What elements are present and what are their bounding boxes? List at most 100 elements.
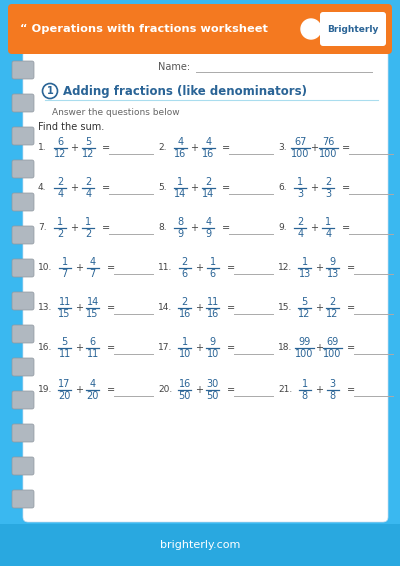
Text: “ Operations with fractions worksheet: “ Operations with fractions worksheet <box>20 24 268 34</box>
Text: 11: 11 <box>58 349 71 359</box>
Text: 12: 12 <box>298 309 311 319</box>
Text: =: = <box>342 183 350 193</box>
Text: =: = <box>346 263 355 273</box>
Text: 2: 2 <box>85 229 92 239</box>
Text: 1: 1 <box>62 257 68 267</box>
Text: 12: 12 <box>82 149 94 159</box>
Text: 5: 5 <box>62 337 68 347</box>
Text: +: + <box>74 303 82 313</box>
FancyBboxPatch shape <box>0 524 400 566</box>
Text: 2.: 2. <box>158 144 166 152</box>
Text: 12.: 12. <box>278 264 292 272</box>
Text: 4: 4 <box>325 229 332 239</box>
Text: 8: 8 <box>302 391 308 401</box>
Text: 14: 14 <box>86 297 99 307</box>
Text: 1: 1 <box>297 177 304 187</box>
Text: 20: 20 <box>58 391 71 401</box>
Text: Brighterly: Brighterly <box>327 24 379 33</box>
Text: 3.: 3. <box>278 144 287 152</box>
FancyBboxPatch shape <box>12 457 34 475</box>
Text: 4: 4 <box>85 189 92 199</box>
Text: =: = <box>102 143 110 153</box>
Text: +: + <box>70 143 78 153</box>
Text: 2: 2 <box>205 177 212 187</box>
Text: 50: 50 <box>178 391 191 401</box>
Text: 6: 6 <box>182 269 188 279</box>
Text: 12: 12 <box>326 309 339 319</box>
FancyBboxPatch shape <box>12 259 34 277</box>
Text: 2: 2 <box>297 217 304 227</box>
Text: 1.: 1. <box>38 144 47 152</box>
Text: Answer the questions below: Answer the questions below <box>52 108 180 117</box>
Text: 10: 10 <box>178 349 191 359</box>
FancyBboxPatch shape <box>320 12 386 46</box>
Text: 21.: 21. <box>278 385 292 395</box>
Text: +: + <box>194 303 202 313</box>
Text: 50: 50 <box>206 391 219 401</box>
Text: 15.: 15. <box>278 303 292 312</box>
Text: 19.: 19. <box>38 385 52 395</box>
Text: =: = <box>106 385 115 395</box>
FancyBboxPatch shape <box>12 127 34 145</box>
Text: +: + <box>190 183 198 193</box>
Text: 9: 9 <box>330 257 336 267</box>
Text: 12: 12 <box>54 149 66 159</box>
Text: +: + <box>315 263 323 273</box>
Text: 17.: 17. <box>158 344 172 353</box>
Text: 16: 16 <box>202 149 214 159</box>
Text: 7: 7 <box>62 269 68 279</box>
Text: =: = <box>226 263 235 273</box>
Text: 13: 13 <box>298 269 311 279</box>
Text: 15: 15 <box>58 309 71 319</box>
Text: 4: 4 <box>205 137 212 147</box>
Text: +: + <box>70 223 78 233</box>
Text: +: + <box>190 223 198 233</box>
Text: 30: 30 <box>206 379 219 389</box>
Text: +: + <box>194 263 202 273</box>
Text: 99: 99 <box>298 337 311 347</box>
Text: +: + <box>194 385 202 395</box>
Text: 100: 100 <box>291 149 310 159</box>
Text: +: + <box>74 385 82 395</box>
Text: 7.: 7. <box>38 224 47 233</box>
Text: 14: 14 <box>202 189 214 199</box>
Text: 16: 16 <box>174 149 186 159</box>
Text: 6: 6 <box>57 137 64 147</box>
Text: =: = <box>222 223 230 233</box>
Text: 100: 100 <box>324 349 342 359</box>
Text: 1: 1 <box>182 337 188 347</box>
Text: +: + <box>70 183 78 193</box>
Text: 4: 4 <box>297 229 304 239</box>
FancyBboxPatch shape <box>12 160 34 178</box>
Text: +: + <box>74 343 82 353</box>
Text: 1: 1 <box>210 257 216 267</box>
Text: 3: 3 <box>325 189 332 199</box>
Text: 18.: 18. <box>278 344 292 353</box>
FancyBboxPatch shape <box>12 292 34 310</box>
Text: 11: 11 <box>206 297 219 307</box>
Text: 20.: 20. <box>158 385 172 395</box>
Text: =: = <box>342 143 350 153</box>
Text: +: + <box>315 343 323 353</box>
Text: =: = <box>106 303 115 313</box>
Text: =: = <box>226 303 235 313</box>
Text: 1: 1 <box>325 217 332 227</box>
Text: 100: 100 <box>319 149 338 159</box>
Text: 16: 16 <box>206 309 219 319</box>
Text: 2: 2 <box>85 177 92 187</box>
FancyBboxPatch shape <box>12 424 34 442</box>
Text: 69: 69 <box>326 337 339 347</box>
Text: 16.: 16. <box>38 344 52 353</box>
Text: 2: 2 <box>330 297 336 307</box>
FancyBboxPatch shape <box>12 61 34 79</box>
Text: 6: 6 <box>90 337 96 347</box>
Text: =: = <box>106 343 115 353</box>
Text: 3: 3 <box>330 379 336 389</box>
Text: =: = <box>102 183 110 193</box>
Text: 11: 11 <box>58 297 71 307</box>
Text: +: + <box>315 303 323 313</box>
Text: 5.: 5. <box>158 183 167 192</box>
FancyBboxPatch shape <box>23 50 388 522</box>
FancyBboxPatch shape <box>12 325 34 343</box>
Text: 2: 2 <box>57 229 64 239</box>
